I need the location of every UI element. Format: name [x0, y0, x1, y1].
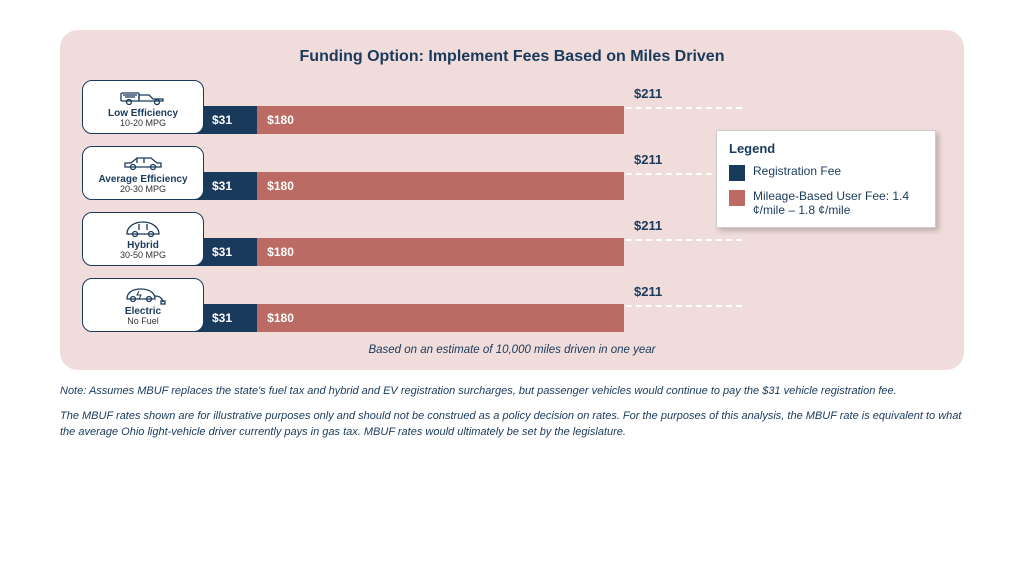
- category-label: Average Efficiency: [98, 174, 187, 185]
- truck-icon: [119, 86, 167, 108]
- legend-swatch: [729, 190, 745, 206]
- category-sublabel: 30-50 MPG: [120, 251, 166, 261]
- bar-segment: $180: [257, 304, 624, 332]
- category-card: Average Efficiency 20-30 MPG: [82, 146, 204, 200]
- bar-area: $31$180$211: [204, 80, 942, 134]
- legend-title: Legend: [729, 141, 923, 156]
- bar-segment: $180: [257, 238, 624, 266]
- legend-label: Registration Fee: [753, 164, 841, 178]
- legend-item: Registration Fee: [729, 164, 923, 181]
- category-sublabel: 20-30 MPG: [120, 185, 166, 195]
- footnotes: Note: Assumes MBUF replaces the state's …: [60, 384, 964, 440]
- stacked-bar: $31$180: [194, 106, 624, 134]
- bar-total-label: $211: [634, 152, 662, 167]
- legend-box: Legend Registration Fee Mileage-Based Us…: [716, 130, 936, 228]
- legend-item: Mileage-Based User Fee: 1.4 ¢/mile – 1.8…: [729, 189, 923, 217]
- category-card: Hybrid 30-50 MPG: [82, 212, 204, 266]
- chart-panel: Funding Option: Implement Fees Based on …: [60, 30, 964, 370]
- category-card: Electric No Fuel: [82, 278, 204, 332]
- stacked-bar: $31$180: [194, 172, 624, 200]
- bar-area: $31$180$211: [204, 278, 942, 332]
- note-2: The MBUF rates shown are for illustrativ…: [60, 409, 964, 440]
- bar-row: Low Efficiency 10-20 MPG$31$180$211: [82, 80, 942, 134]
- stacked-bar: $31$180: [194, 238, 624, 266]
- category-sublabel: No Fuel: [127, 317, 159, 327]
- note-1: Note: Assumes MBUF replaces the state's …: [60, 384, 964, 399]
- hybrid-icon: [119, 218, 167, 240]
- category-label: Low Efficiency: [108, 108, 178, 119]
- chart-title: Funding Option: Implement Fees Based on …: [82, 48, 942, 66]
- bar-total-label: $211: [634, 86, 662, 101]
- ev-icon: [117, 284, 169, 306]
- category-label: Electric: [125, 306, 161, 317]
- bar-segment: $180: [257, 172, 624, 200]
- category-sublabel: 10-20 MPG: [120, 119, 166, 129]
- legend-label: Mileage-Based User Fee: 1.4 ¢/mile – 1.8…: [753, 189, 923, 217]
- bar-total-label: $211: [634, 218, 662, 233]
- legend-swatch: [729, 165, 745, 181]
- category-card: Low Efficiency 10-20 MPG: [82, 80, 204, 134]
- sedan-icon: [119, 152, 167, 174]
- category-label: Hybrid: [127, 240, 159, 251]
- bar-total-label: $211: [634, 284, 662, 299]
- stacked-bar: $31$180: [194, 304, 624, 332]
- bar-segment: $180: [257, 106, 624, 134]
- bar-row: Electric No Fuel$31$180$211: [82, 278, 942, 332]
- basis-note: Based on an estimate of 10,000 miles dri…: [82, 344, 942, 356]
